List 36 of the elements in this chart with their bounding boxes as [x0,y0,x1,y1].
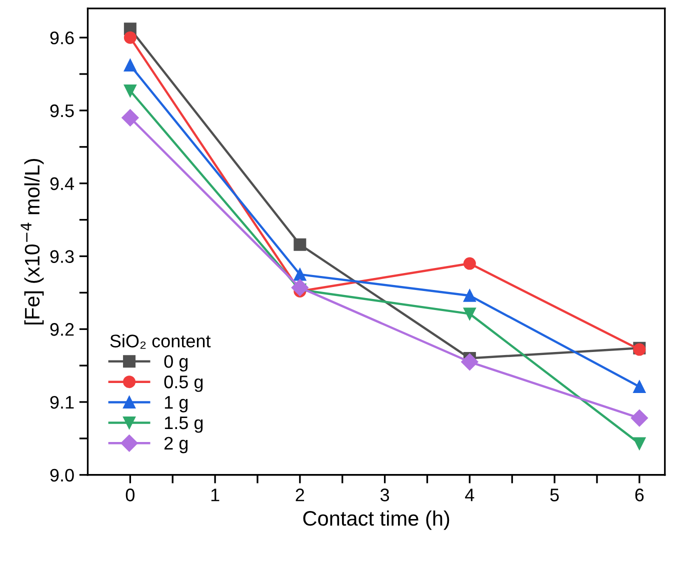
point [461,353,478,370]
y-tick-label: 9.5 [50,104,74,118]
point [291,279,308,296]
x-tick-label: 4 [465,488,474,502]
point [630,409,648,427]
point [122,109,139,126]
legend-title: SiO₂ content [110,334,211,349]
point [633,380,646,393]
x-tick-label: 1 [211,488,220,502]
x-tick-label: 6 [635,488,644,502]
y-tick-label: 9.2 [50,323,74,336]
point [124,84,136,98]
legend-label: 0.5 g [164,376,203,392]
y-tick-label: 9.6 [50,32,74,44]
legend-label: 1 g [164,396,188,412]
point [294,238,306,251]
x-tick-label: 5 [550,488,559,502]
y-tick-label: 9.3 [50,250,74,263]
x-tick-label: 3 [380,488,390,502]
x-axis-title: Contact time (h) [303,510,450,530]
x-tick-label: 2 [296,488,304,502]
legend-label: 2 g [164,436,188,454]
text: 9.0 [50,468,74,482]
point [633,437,646,450]
point [124,59,136,72]
point [294,268,306,281]
point [463,257,476,270]
y-tick-label: 9.1 [50,396,74,409]
legend-label: 0 g [164,355,188,372]
point [463,289,476,302]
x-tick-label: 0 [126,488,134,502]
point [463,308,476,320]
y-tick-label: 9.4 [50,177,74,190]
point [124,31,136,44]
y-axis-title: [Fe] (x10$^{−4}$ mol/L) [20,158,44,324]
legend-label: 1.5 g [164,416,203,433]
